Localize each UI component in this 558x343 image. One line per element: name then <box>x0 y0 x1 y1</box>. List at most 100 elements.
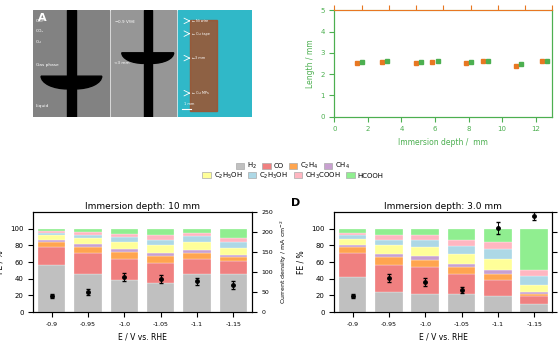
Bar <box>110 242 138 249</box>
Bar <box>521 271 548 276</box>
Bar <box>147 236 175 240</box>
Bar <box>219 229 247 238</box>
Bar <box>74 229 102 232</box>
Bar <box>74 235 102 238</box>
Text: OCP: OCP <box>36 19 45 23</box>
Text: 1 mm: 1 mm <box>184 102 194 106</box>
Bar <box>339 233 367 236</box>
Bar <box>375 246 403 254</box>
Bar <box>33 10 109 117</box>
Bar <box>74 238 102 244</box>
Bar <box>38 242 65 247</box>
Bar <box>375 240 403 246</box>
Bar <box>219 261 247 274</box>
Bar <box>183 259 211 274</box>
Bar <box>183 250 211 253</box>
Bar <box>411 267 439 294</box>
Text: A: A <box>38 13 46 23</box>
Bar <box>484 249 512 259</box>
Wedge shape <box>75 76 102 89</box>
Bar <box>448 246 475 254</box>
Y-axis label: Current density / mA cm$^{-2}$: Current density / mA cm$^{-2}$ <box>278 220 289 305</box>
Bar <box>183 274 211 312</box>
Bar <box>110 252 138 259</box>
Bar <box>375 257 403 265</box>
Bar <box>411 260 439 267</box>
Bar <box>521 292 548 294</box>
Bar <box>448 267 475 274</box>
Y-axis label: Length / mm: Length / mm <box>306 39 315 88</box>
Bar <box>147 283 175 312</box>
Bar <box>448 264 475 267</box>
Bar <box>38 265 65 312</box>
Bar <box>448 229 475 240</box>
Bar <box>521 294 548 296</box>
Bar <box>219 238 247 242</box>
Bar <box>411 256 439 260</box>
Bar <box>521 285 548 292</box>
Bar <box>147 229 175 236</box>
Bar <box>339 247 367 253</box>
Text: ←3 mm: ←3 mm <box>191 56 205 60</box>
Bar <box>147 256 175 263</box>
Bar <box>339 239 367 245</box>
Bar <box>183 229 211 233</box>
Bar <box>484 274 512 280</box>
Bar <box>219 242 247 248</box>
Bar <box>411 229 439 236</box>
Bar <box>38 247 65 265</box>
Bar <box>484 280 512 296</box>
Bar <box>375 229 403 236</box>
Text: <3 mm: <3 mm <box>114 61 130 65</box>
Text: Gas phase: Gas phase <box>36 63 59 68</box>
Wedge shape <box>41 76 68 89</box>
Bar <box>68 10 75 117</box>
Bar <box>38 229 65 231</box>
Text: $-0.9\ \mathrm{V_{RHE}}$: $-0.9\ \mathrm{V_{RHE}}$ <box>114 19 136 26</box>
Bar <box>183 236 211 242</box>
Bar <box>147 240 175 246</box>
Bar <box>411 240 439 247</box>
Wedge shape <box>122 53 143 63</box>
Bar <box>484 259 512 271</box>
Bar <box>147 263 175 283</box>
Bar <box>147 246 175 253</box>
X-axis label: Immersion depth /  mm: Immersion depth / mm <box>398 138 488 147</box>
Bar <box>521 276 548 285</box>
Bar <box>375 292 403 312</box>
Bar <box>448 240 475 246</box>
Bar <box>111 10 176 117</box>
Bar <box>38 231 65 233</box>
Bar <box>521 229 548 271</box>
Bar <box>339 229 367 233</box>
Bar <box>219 255 247 257</box>
Title: Immersion depth: 10 mm: Immersion depth: 10 mm <box>85 202 200 211</box>
Bar <box>521 304 548 312</box>
Bar <box>74 247 102 253</box>
Bar <box>448 254 475 264</box>
Bar <box>484 296 512 312</box>
Text: CO₂: CO₂ <box>36 29 44 33</box>
Bar <box>110 281 138 312</box>
Bar <box>411 247 439 256</box>
Bar <box>110 234 138 237</box>
Bar <box>183 233 211 236</box>
Text: ← Cu tape: ← Cu tape <box>191 32 209 36</box>
Bar <box>375 236 403 240</box>
Bar <box>484 242 512 249</box>
Bar <box>38 240 65 242</box>
Bar <box>448 274 475 294</box>
Bar <box>38 236 65 240</box>
Bar <box>375 254 403 257</box>
Bar <box>183 242 211 250</box>
Bar <box>74 244 102 247</box>
Text: Liquid: Liquid <box>36 104 49 108</box>
Bar <box>484 229 512 242</box>
Bar <box>411 236 439 240</box>
Bar <box>74 274 102 312</box>
Bar <box>143 10 152 117</box>
Bar <box>74 253 102 274</box>
Bar <box>411 294 439 312</box>
X-axis label: E / V vs. RHE: E / V vs. RHE <box>118 332 167 341</box>
Bar <box>110 249 138 252</box>
